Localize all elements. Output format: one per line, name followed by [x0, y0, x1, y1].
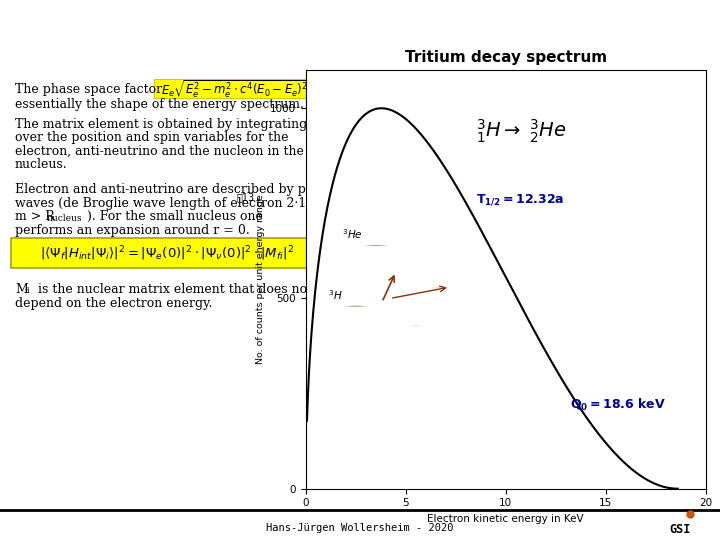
Text: fi: fi [24, 287, 30, 295]
Text: $^3_1H \rightarrow \;^3_2He$: $^3_1H \rightarrow \;^3_2He$ [476, 117, 567, 145]
Text: Electron and anti-neutrino are described by plane: Electron and anti-neutrino are described… [15, 183, 333, 196]
Text: β-decay spectrum: matrix element: β-decay spectrum: matrix element [174, 19, 546, 37]
Text: $^3H$: $^3H$ [328, 288, 343, 301]
Text: The matrix element is obtained by integrating: The matrix element is obtained by integr… [15, 118, 307, 131]
Text: , which results from the level  density, determines: , which results from the level density, … [321, 83, 637, 96]
Text: ). For the small nucleus one: ). For the small nucleus one [87, 211, 263, 224]
Text: $E_e\sqrt{E_e^2-m_e^2\cdot c^4(E_0-E_e)^2}$: $E_e\sqrt{E_e^2-m_e^2\cdot c^4(E_0-E_e)^… [161, 79, 311, 100]
Text: waves (de Broglie wave length of electron 2·10: waves (de Broglie wave length of electro… [15, 197, 314, 210]
Text: $\mathbf{T_{1/2}=12.32a}$: $\mathbf{T_{1/2}=12.32a}$ [476, 192, 564, 207]
Text: Hans-Jürgen Wollersheim - 2020: Hans-Jürgen Wollersheim - 2020 [266, 523, 454, 534]
FancyBboxPatch shape [154, 79, 318, 98]
Text: over the position and spin variables for the: over the position and spin variables for… [15, 131, 289, 144]
Text: ⁲13: ⁲13 [237, 193, 255, 202]
Text: electron, anti-neutrino and the nucleon in the: electron, anti-neutrino and the nucleon … [15, 145, 304, 158]
Text: The phase space factor: The phase space factor [15, 83, 162, 96]
Text: nucleus: nucleus [47, 214, 83, 223]
Text: $|\langle\Psi_f|H_{int}|\Psi_i\rangle|^2 = |\Psi_e(0)|^2\cdot|\Psi_\nu(0)|^2\cdo: $|\langle\Psi_f|H_{int}|\Psi_i\rangle|^2… [40, 244, 294, 263]
FancyBboxPatch shape [11, 238, 323, 267]
Text: GSI: GSI [670, 523, 691, 536]
X-axis label: Electron kinetic energy in KeV: Electron kinetic energy in KeV [428, 514, 584, 524]
Text: $\mathbf{Q_0=18.6\ keV}$: $\mathbf{Q_0=18.6\ keV}$ [570, 397, 665, 413]
Text: nucleus.: nucleus. [15, 158, 68, 171]
Text: M: M [15, 284, 28, 296]
Text: depend on the electron energy.: depend on the electron energy. [15, 297, 212, 310]
Text: performs an expansion around r = 0.: performs an expansion around r = 0. [15, 224, 250, 237]
Title: Tritium decay spectrum: Tritium decay spectrum [405, 50, 607, 65]
Y-axis label: No. of counts per unit energy range: No. of counts per unit energy range [256, 194, 264, 364]
Text: m > R: m > R [15, 211, 55, 224]
Text: $^3He$: $^3He$ [342, 227, 363, 241]
Text: essentially the shape of the energy spectrum.: essentially the shape of the energy spec… [15, 98, 304, 111]
Text: is the nuclear matrix element that does not: is the nuclear matrix element that does … [34, 284, 312, 296]
